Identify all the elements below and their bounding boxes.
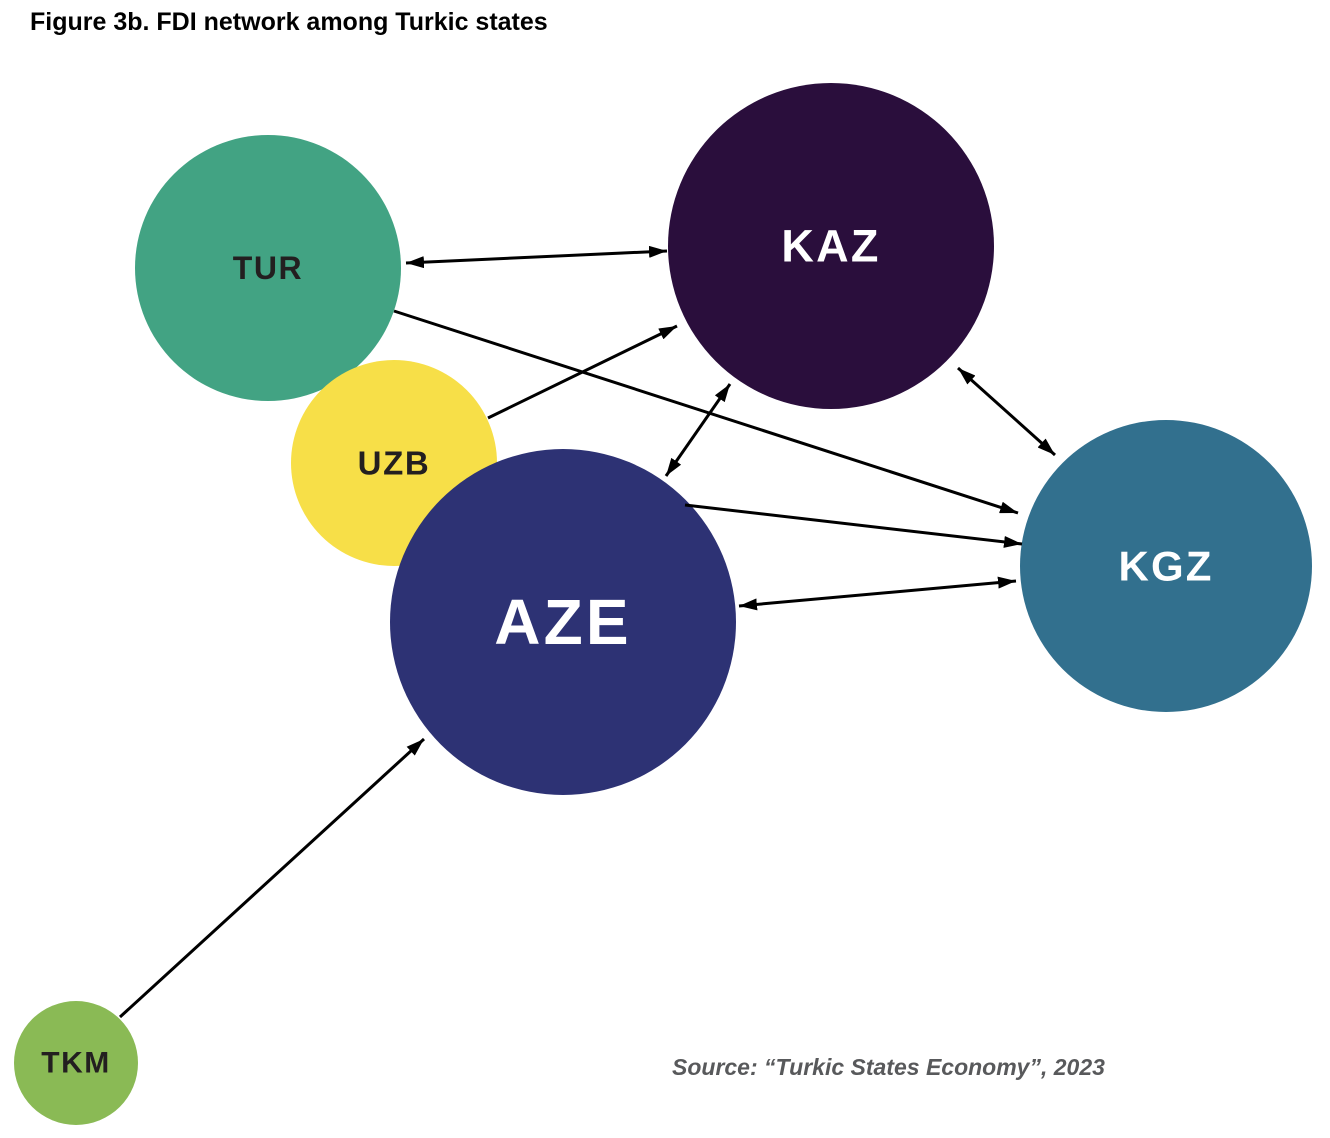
node-kaz-circle	[668, 83, 994, 409]
edge-aze-kgz-arrow	[738, 576, 1017, 611]
node-kgz-label: KGZ	[1119, 543, 1214, 590]
edge-tkm-aze-arrow	[118, 737, 426, 1019]
node-circles-layer	[14, 83, 1312, 1125]
edge-uzb-kaz-arrow	[487, 324, 678, 420]
node-tkm-label: TKM	[41, 1047, 110, 1080]
edges-layer	[118, 245, 1057, 1019]
node-aze-circle	[390, 449, 736, 795]
edge-kaz-kgz-arrow	[956, 366, 1057, 457]
node-aze-label: AZE	[494, 586, 632, 658]
source-note: Source: “Turkic States Economy”, 2023	[672, 1054, 1105, 1080]
node-tur-circle	[135, 135, 401, 401]
edge-aze-kaz-arrow	[664, 383, 732, 477]
edge-uzb-kgz-arrow	[684, 503, 1023, 548]
node-uzb-label: UZB	[358, 445, 431, 482]
node-tkm-circle	[14, 1001, 138, 1125]
edge-tur-kaz-arrow	[405, 245, 668, 269]
node-tur-label: TUR	[233, 250, 304, 286]
figure-title: Figure 3b. FDI network among Turkic stat…	[30, 8, 548, 36]
node-kaz-label: KAZ	[781, 221, 880, 272]
node-labels-layer: TUR KAZ UZB AZE KGZ TKM	[41, 221, 1214, 1080]
node-kgz-circle	[1020, 420, 1312, 712]
